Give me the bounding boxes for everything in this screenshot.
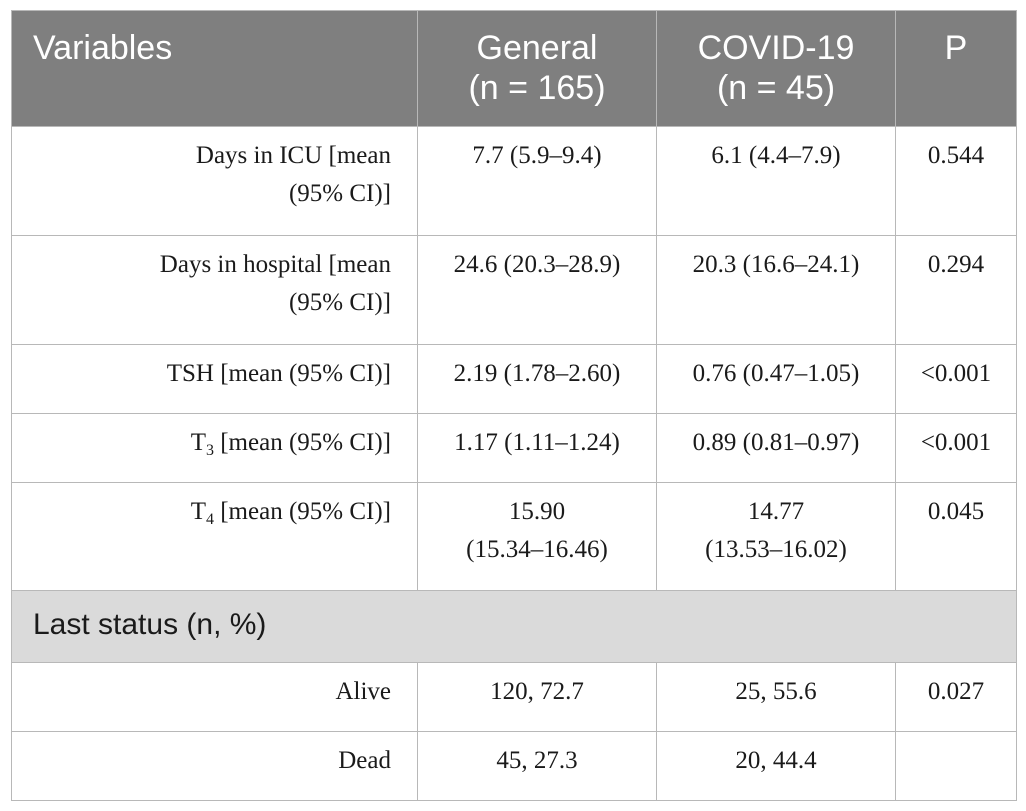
row-label-subscript: 4 (205, 511, 214, 528)
header-p: P (895, 10, 1017, 127)
row-label: TSH [mean (95% CI)] (11, 344, 418, 414)
table-row-days-hospital: Days in hospital [mean (95% CI)] 24.6 (2… (11, 235, 1017, 345)
cell-general: 7.7 (5.9–9.4) (417, 126, 657, 236)
row-label-suffix: [mean (95% CI)] (213, 429, 391, 456)
cell-general: 2.19 (1.78–2.60) (417, 344, 657, 414)
cell-p: <0.001 (895, 344, 1017, 414)
cell-general: 24.6 (20.3–28.9) (417, 235, 657, 345)
row-label: Dead (11, 731, 418, 801)
row-label-line1: Days in ICU [mean (195, 142, 391, 169)
cell-p (895, 731, 1017, 801)
table-row-t3: T3 [mean (95% CI)] 1.17 (1.11–1.24) 0.89… (11, 413, 1017, 483)
cell-covid: 20, 44.4 (656, 731, 896, 801)
cell-covid-line1: 14.77 (747, 498, 805, 525)
cell-covid: 20.3 (16.6–24.1) (656, 235, 896, 345)
cell-covid: 14.77 (13.53–16.02) (656, 482, 896, 591)
header-covid: COVID-19 (n = 45) (656, 10, 896, 127)
table-row-t4: T4 [mean (95% CI)] 15.90 (15.34–16.46) 1… (11, 482, 1017, 591)
section-row-last-status: Last status (n, %) (11, 590, 1017, 663)
row-label-line2: (95% CI)] (288, 289, 391, 316)
table-row-alive: Alive 120, 72.7 25, 55.6 0.027 (11, 662, 1017, 732)
cell-covid: 0.89 (0.81–0.97) (656, 413, 896, 483)
header-covid-count: (n = 45) (716, 69, 836, 107)
cell-p: <0.001 (895, 413, 1017, 483)
row-label: T3 [mean (95% CI)] (11, 413, 418, 483)
header-variables: Variables (11, 10, 418, 127)
cell-covid: 6.1 (4.4–7.9) (656, 126, 896, 236)
table-row-days-icu: Days in ICU [mean (95% CI)] 7.7 (5.9–9.4… (11, 126, 1017, 236)
row-label: T4 [mean (95% CI)] (11, 482, 418, 591)
row-label-line2: (95% CI)] (288, 180, 391, 207)
cell-general-line1: 15.90 (508, 498, 566, 525)
cell-covid-line2: (13.53–16.02) (705, 536, 847, 563)
row-label-prefix: T (190, 498, 206, 525)
header-general: General (n = 165) (417, 10, 657, 127)
row-label: Days in ICU [mean (95% CI)] (11, 126, 418, 236)
cell-general: 120, 72.7 (417, 662, 657, 732)
header-covid-title: COVID-19 (697, 29, 855, 67)
table-row-tsh: TSH [mean (95% CI)] 2.19 (1.78–2.60) 0.7… (11, 344, 1017, 414)
cell-general: 15.90 (15.34–16.46) (417, 482, 657, 591)
cell-general: 1.17 (1.11–1.24) (417, 413, 657, 483)
header-general-title: General (476, 29, 598, 67)
cell-p: 0.045 (895, 482, 1017, 591)
section-label: Last status (n, %) (11, 590, 1017, 663)
header-general-count: (n = 165) (468, 69, 606, 107)
row-label: Alive (11, 662, 418, 732)
cell-p: 0.294 (895, 235, 1017, 345)
header-row: Variables General (n = 165) COVID-19 (n … (11, 10, 1017, 127)
row-label: Days in hospital [mean (95% CI)] (11, 235, 418, 345)
row-label-suffix: [mean (95% CI)] (213, 498, 391, 525)
cell-general-line2: (15.34–16.46) (466, 536, 608, 563)
cell-covid: 0.76 (0.47–1.05) (656, 344, 896, 414)
cell-covid: 25, 55.6 (656, 662, 896, 732)
row-label-subscript: 3 (205, 442, 214, 459)
cell-p: 0.027 (895, 662, 1017, 732)
cell-p: 0.544 (895, 126, 1017, 236)
table-row-dead: Dead 45, 27.3 20, 44.4 (11, 731, 1017, 801)
row-label-line1: Days in hospital [mean (159, 251, 391, 278)
results-table: Variables General (n = 165) COVID-19 (n … (11, 10, 1017, 801)
row-label-prefix: T (190, 429, 206, 456)
cell-general: 45, 27.3 (417, 731, 657, 801)
